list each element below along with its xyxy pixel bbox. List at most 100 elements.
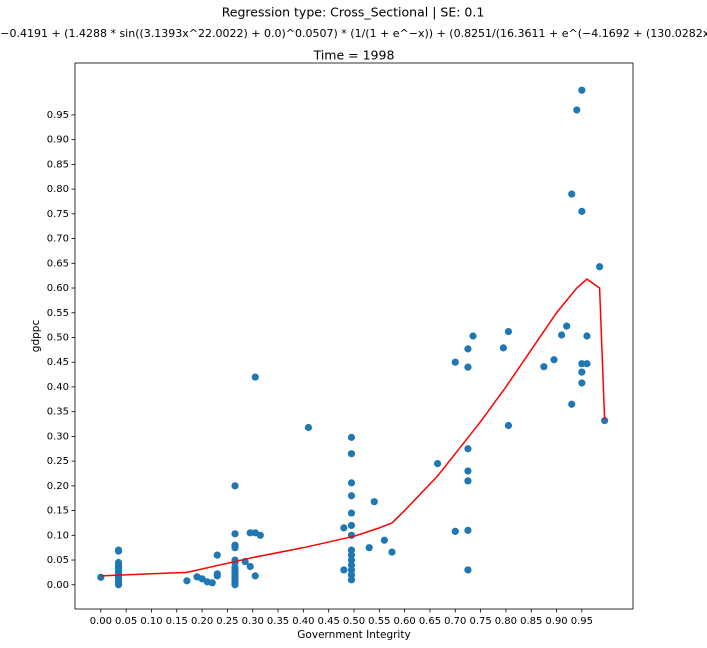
scatter-point	[464, 467, 472, 475]
scatter-point	[114, 547, 123, 555]
x-tick-label: 0.05	[115, 616, 137, 627]
scatter-point	[550, 356, 558, 364]
scatter-point	[380, 536, 388, 544]
scatter-point	[464, 477, 472, 485]
scatter-point	[97, 573, 105, 581]
x-tick-label: 0.40	[292, 616, 314, 627]
scatter-point	[347, 576, 356, 584]
y-tick-label: 0.90	[47, 135, 69, 146]
scatter-point	[499, 344, 507, 352]
scatter-point	[370, 498, 378, 506]
scatter-point	[464, 363, 472, 371]
y-tick-label: 0.15	[47, 506, 69, 517]
scatter-point	[365, 544, 373, 552]
scatter-point	[231, 530, 239, 538]
x-tick-label: 0.10	[140, 616, 162, 627]
x-tick-label: 0.75	[469, 616, 491, 627]
y-tick-label: 0.35	[47, 407, 69, 418]
scatter-point	[347, 492, 356, 500]
plot-frame	[74, 62, 634, 610]
scatter-point	[340, 524, 348, 532]
scatter-point	[583, 332, 591, 340]
scatter-point	[595, 263, 604, 271]
x-tick-label: 0.35	[267, 616, 289, 627]
scatter-point	[464, 566, 472, 574]
scatter-point	[340, 566, 348, 574]
chart-annotation: Time = 1998	[313, 48, 395, 63]
scatter-point	[464, 526, 472, 534]
scatter-point	[601, 416, 609, 425]
scatter-point	[347, 521, 356, 530]
scatter-point	[347, 450, 356, 458]
y-tick-label: 0.70	[47, 234, 69, 245]
y-tick-label: 0.65	[47, 258, 69, 269]
y-tick-label: 0.80	[47, 184, 69, 195]
scatter-point	[347, 556, 356, 564]
scatter-point	[388, 548, 396, 556]
x-tick-label: 0.30	[242, 616, 264, 627]
scatter-point	[504, 421, 513, 430]
y-tick-label: 0.05	[47, 555, 69, 566]
x-axis-label: Government Integrity	[297, 629, 410, 641]
scatter-point	[504, 327, 513, 336]
x-tick-label: 0.95	[571, 616, 593, 627]
scatter-point	[114, 581, 123, 589]
x-tick-label: 0.15	[166, 616, 188, 627]
scatter-point	[231, 581, 239, 589]
x-tick-label: 0.65	[419, 616, 441, 627]
y-tick-label: 0.55	[47, 308, 69, 319]
y-tick-label: 0.95	[47, 110, 69, 121]
scatter-point	[347, 561, 356, 569]
scatter-point	[208, 579, 216, 587]
scatter-point	[578, 379, 586, 387]
x-tick-label: 0.85	[520, 616, 542, 627]
scatter-point	[540, 363, 548, 371]
scatter-point	[464, 345, 472, 353]
scatter-point	[578, 207, 586, 215]
scatter-point	[256, 531, 264, 539]
y-tick-label: 0.50	[47, 332, 69, 343]
x-tick-label: 0.20	[191, 616, 213, 627]
scatter-point	[347, 571, 356, 579]
scatter-point	[231, 544, 239, 552]
y-tick-label: 0.75	[47, 209, 69, 220]
scatter-point	[469, 332, 477, 340]
scatter-point	[347, 546, 356, 554]
line	[100, 278, 606, 577]
chart-subtitle: oscillating_growth: −0.4191 + (1.4288 * …	[0, 27, 707, 40]
scatter-point	[213, 572, 221, 580]
y-tick-label: 0.25	[47, 456, 69, 467]
x-tick-label: 0.00	[90, 616, 112, 627]
scatter-point	[304, 423, 313, 432]
scatter-point	[347, 509, 356, 517]
scatter-point	[563, 322, 571, 330]
y-tick-label: 0.20	[47, 481, 69, 492]
scatter-point	[573, 106, 581, 114]
scatter-point	[347, 566, 356, 574]
scatter-point	[246, 529, 254, 537]
scatter-point	[246, 562, 254, 571]
scatter-point	[433, 459, 442, 468]
x-tick-label: 0.70	[444, 616, 466, 627]
scatter-point	[183, 577, 191, 585]
scatter-point	[568, 400, 576, 408]
y-tick-label: 0.45	[47, 357, 69, 368]
scatter-point	[231, 482, 239, 490]
scatter-point	[347, 433, 356, 441]
y-tick-label: 0.40	[47, 382, 69, 393]
x-tick-label: 0.90	[545, 616, 567, 627]
scatter-point	[213, 551, 221, 559]
scatter-point	[251, 572, 259, 580]
x-tick-label: 0.80	[495, 616, 517, 627]
scatter-point	[568, 190, 576, 198]
y-tick-label: 0.60	[47, 283, 69, 294]
y-tick-label: 0.85	[47, 159, 69, 170]
x-tick-label: 0.25	[216, 616, 238, 627]
scatter-point	[251, 373, 259, 381]
scatter-point	[578, 360, 586, 368]
x-tick-label: 0.55	[368, 616, 390, 627]
chart-title: Regression type: Cross_Sectional | SE: 0…	[222, 5, 485, 20]
scatter-point	[347, 479, 356, 487]
